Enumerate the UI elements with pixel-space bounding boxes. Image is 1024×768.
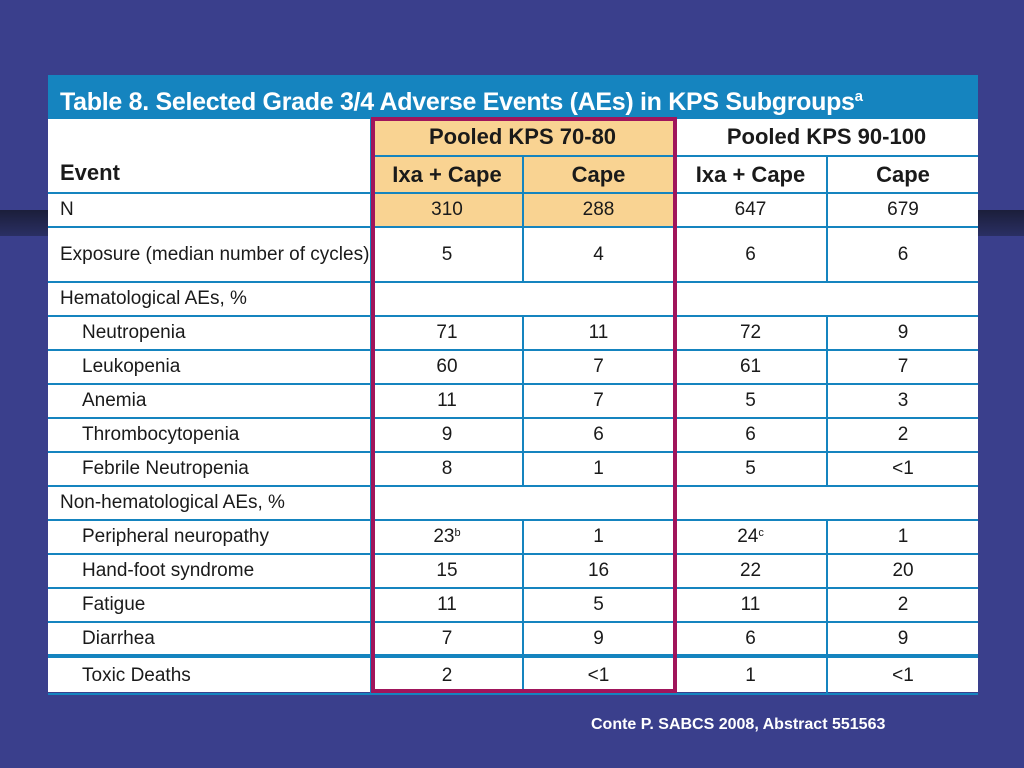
table-row: Hand-foot syndrome 15 16 22 20 xyxy=(48,553,979,589)
section-label-non-hematological: Non-hematological AEs, % xyxy=(48,485,372,521)
cell-value: 8 xyxy=(370,451,524,487)
table-row: N 310 288 647 679 xyxy=(48,192,979,228)
cell-value: 16 xyxy=(521,553,676,589)
row-label: Neutropenia xyxy=(48,315,372,351)
cell-value: 6 xyxy=(673,417,829,453)
footnote-marker: b xyxy=(454,527,461,539)
section-blank-cell xyxy=(369,485,676,521)
cell-value: 9 xyxy=(521,621,676,657)
row-label: Febrile Neutropenia xyxy=(48,451,372,487)
cell-value: 288 xyxy=(521,192,676,228)
cell-value: 6 xyxy=(826,226,979,283)
cell-value: 647 xyxy=(673,192,829,228)
cell-value: <1 xyxy=(826,451,979,487)
row-label: Thrombocytopenia xyxy=(48,417,372,453)
left-band xyxy=(0,210,48,236)
row-label: Anemia xyxy=(48,383,372,419)
section-row: Non-hematological AEs, % xyxy=(48,485,979,521)
section-blank-cell xyxy=(369,281,676,317)
cell-value: 5 xyxy=(673,383,829,419)
cell-value: 1 xyxy=(521,451,676,487)
cell-value: 4 xyxy=(521,226,676,283)
col-header-ixa-cape-90-100: Ixa + Cape xyxy=(673,155,829,194)
cell-value: 679 xyxy=(826,192,979,228)
adverse-events-table: Event Pooled KPS 70-80 Pooled KPS 90-100… xyxy=(48,119,979,695)
cell-value: 72 xyxy=(673,315,829,351)
cell-value: 11 xyxy=(370,383,524,419)
cell-value: 61 xyxy=(673,349,829,385)
cell-value: 1 xyxy=(673,654,829,695)
cell-value: 22 xyxy=(673,553,829,589)
cell-value: 5 xyxy=(370,226,524,283)
cell-value: 310 xyxy=(370,192,524,228)
table-row: Neutropenia 71 11 72 9 xyxy=(48,315,979,351)
row-label: Diarrhea xyxy=(48,621,372,657)
cell-value: 9 xyxy=(826,315,979,351)
cell-value: 6 xyxy=(673,621,829,657)
cell-value: 24c xyxy=(673,519,829,555)
cell-value: 15 xyxy=(370,553,524,589)
col-header-cape-70-80: Cape xyxy=(521,155,676,194)
right-band xyxy=(978,210,1024,236)
cell-value: 7 xyxy=(370,621,524,657)
source-citation: Conte P. SABCS 2008, Abstract 551563 xyxy=(591,716,886,733)
cell-value: 2 xyxy=(826,587,979,623)
footnote-marker: c xyxy=(758,527,764,539)
table-row: Leukopenia 60 7 61 7 xyxy=(48,349,979,385)
cell-value: 1 xyxy=(521,519,676,555)
cell-value: 6 xyxy=(521,417,676,453)
cell-value: 1 xyxy=(826,519,979,555)
cell-value: 9 xyxy=(370,417,524,453)
row-label: Fatigue xyxy=(48,587,372,623)
row-label: N xyxy=(48,192,372,228)
header-row-arms: Ixa + Cape Cape Ixa + Cape Cape xyxy=(48,155,979,194)
title-footnote: a xyxy=(854,88,863,105)
cell-value: 11 xyxy=(521,315,676,351)
cell-value: 5 xyxy=(521,587,676,623)
row-label: Leukopenia xyxy=(48,349,372,385)
cell-value: 11 xyxy=(370,587,524,623)
group-header-kps-70-80: Pooled KPS 70-80 xyxy=(369,119,676,157)
cell-value: 11 xyxy=(673,587,829,623)
section-label-hematological: Hematological AEs, % xyxy=(48,281,372,317)
section-blank-cell xyxy=(673,281,979,317)
cell-value: 7 xyxy=(521,349,676,385)
cell-value: 5 xyxy=(673,451,829,487)
row-label: Peripheral neuropathy xyxy=(48,519,372,555)
cell-value: 7 xyxy=(826,349,979,385)
table-row: Anemia 11 7 5 3 xyxy=(48,383,979,419)
row-label: Hand-foot syndrome xyxy=(48,553,372,589)
cell-value: 71 xyxy=(370,315,524,351)
row-label: Exposure (median number of cycles) xyxy=(48,226,372,283)
section-blank-cell xyxy=(673,485,979,521)
table-row: Fatigue 11 5 11 2 xyxy=(48,587,979,623)
row-label: Toxic Deaths xyxy=(48,654,372,695)
col-header-cape-90-100: Cape xyxy=(826,155,979,194)
cell-value: <1 xyxy=(826,654,979,695)
header-row-groups: Event Pooled KPS 70-80 Pooled KPS 90-100 xyxy=(48,119,979,194)
event-header: Event xyxy=(48,119,372,194)
cell-value: 2 xyxy=(370,654,524,695)
cell-value: 3 xyxy=(826,383,979,419)
table-title: Table 8. Selected Grade 3/4 Adverse Even… xyxy=(48,75,978,119)
cell-value: 20 xyxy=(826,553,979,589)
group-header-kps-90-100: Pooled KPS 90-100 xyxy=(673,119,979,157)
cell-value: 2 xyxy=(826,417,979,453)
cell-value: 60 xyxy=(370,349,524,385)
cell-value: 7 xyxy=(521,383,676,419)
table-row: Toxic Deaths 2 <1 1 <1 xyxy=(48,654,979,695)
section-row: Hematological AEs, % xyxy=(48,281,979,317)
cell-value: 9 xyxy=(826,621,979,657)
table-row: Thrombocytopenia 9 6 6 2 xyxy=(48,417,979,453)
table-row: Exposure (median number of cycles) 5 4 6… xyxy=(48,226,979,283)
table-row: Diarrhea 7 9 6 9 xyxy=(48,621,979,657)
cell-value: 6 xyxy=(673,226,829,283)
cell-value: <1 xyxy=(521,654,676,695)
adverse-events-table-card: Table 8. Selected Grade 3/4 Adverse Even… xyxy=(48,75,979,695)
col-header-ixa-cape-70-80: Ixa + Cape xyxy=(371,155,524,194)
cell-value: 23b xyxy=(370,519,524,555)
table-row: Peripheral neuropathy 23b 1 24c 1 xyxy=(48,519,979,555)
table-row: Febrile Neutropenia 8 1 5 <1 xyxy=(48,451,979,487)
